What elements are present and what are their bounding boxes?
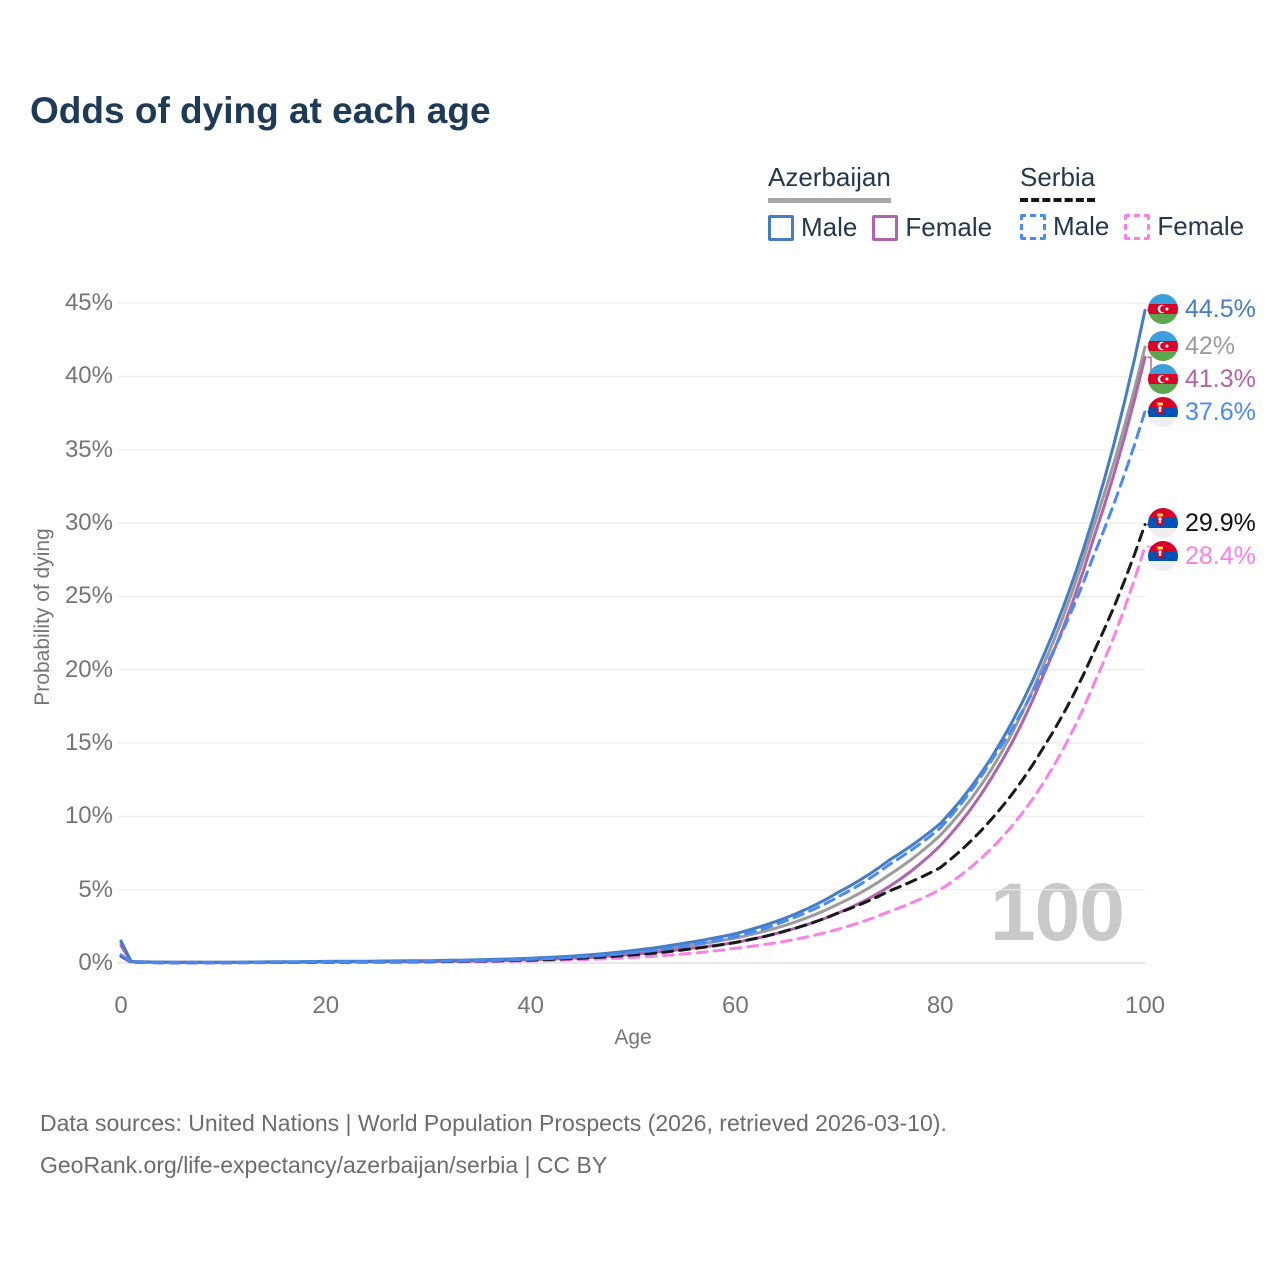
legend-row-serbia: Male Female — [1020, 211, 1244, 242]
serbia-female-swatch-icon — [1124, 213, 1151, 240]
serbia-male-swatch-icon — [1020, 213, 1046, 240]
age-counter-watermark: 100 — [990, 867, 1125, 958]
legend-group-serbia: Serbia Male Female — [1020, 162, 1244, 242]
y-tick-label-15: 15% — [64, 729, 113, 756]
x-tick-label-80: 80 — [926, 992, 954, 1019]
y-tick-label-5: 5% — [78, 875, 113, 903]
azerbaijan-flag-icon — [1148, 364, 1178, 394]
x-tick-label-100: 100 — [1124, 992, 1166, 1019]
end-label-azerbaijan-male: 44.5% — [1148, 294, 1256, 325]
series-line-serbia-female[interactable] — [119, 545, 1147, 965]
footer-data-sources: Data sources: United Nations | World Pop… — [40, 1110, 947, 1136]
end-label-value: 44.5% — [1185, 294, 1256, 323]
y-tick-label-20: 20% — [64, 655, 113, 683]
legend-item-serbia-female[interactable]: Female — [1124, 211, 1244, 242]
legend-label-serbia-male: Male — [1053, 211, 1110, 241]
end-label-value: 37.6% — [1185, 397, 1256, 426]
end-label-value: 42% — [1185, 331, 1236, 360]
legend-item-serbia-male[interactable]: Male — [1020, 211, 1109, 242]
end-label-value: 41.3% — [1185, 364, 1256, 393]
legend-group-azerbaijan: Azerbaijan Male Female — [768, 162, 992, 243]
legend-label-azerbaijan-male: Male — [801, 212, 858, 242]
end-label-serbia-male: 37.6% — [1148, 397, 1256, 427]
serbia-flag-icon — [1148, 508, 1178, 539]
y-tick-label-40: 40% — [64, 362, 113, 390]
series-line-azerbaijan[interactable] — [119, 345, 1147, 964]
chart-canvas — [118, 302, 1154, 965]
footer: Data sources: United Nations | World Pop… — [40, 1102, 947, 1186]
series-line-serbia-male[interactable] — [119, 410, 1147, 965]
legend-item-azerbaijan-male[interactable]: Male — [768, 212, 857, 243]
y-tick-label-10: 10% — [64, 802, 113, 830]
page-title: Odds of dying at each age — [30, 90, 491, 131]
legend-country-serbia: Serbia — [1020, 162, 1096, 202]
end-label-serbia-female: 28.4% — [1148, 541, 1256, 572]
end-label-serbia: 29.9% — [1148, 508, 1256, 539]
series-line-azerbaijan-female[interactable] — [119, 355, 1147, 964]
serbia-flag-icon — [1148, 541, 1178, 572]
legend-row-azerbaijan: Male Female — [768, 212, 992, 243]
legend-label-serbia-female: Female — [1157, 211, 1245, 241]
y-tick-label-45: 45% — [64, 289, 113, 316]
y-tick-label-25: 25% — [64, 582, 113, 610]
end-label-value: 29.9% — [1185, 508, 1256, 537]
azerbaijan-flag-icon — [1148, 331, 1178, 361]
x-tick-label-40: 40 — [517, 992, 544, 1019]
series-line-azerbaijan-male[interactable] — [119, 308, 1147, 964]
serbia-flag-icon — [1148, 397, 1178, 427]
end-label-value: 28.4% — [1185, 541, 1256, 570]
legend-country-azerbaijan: Azerbaijan — [768, 162, 891, 203]
y-tick-label-30: 30% — [64, 509, 113, 536]
x-tick-label-60: 60 — [722, 992, 749, 1019]
x-tick-label-0: 0 — [114, 992, 128, 1019]
azerbaijan-flag-icon — [1148, 294, 1178, 325]
azerbaijan-female-swatch-icon — [872, 214, 899, 241]
legend-item-azerbaijan-female[interactable]: Female — [872, 212, 992, 243]
y-tick-label-35: 35% — [64, 435, 113, 463]
legend-label-azerbaijan-female: Female — [905, 212, 993, 242]
y-tick-label-0: 0% — [78, 949, 113, 976]
end-label-azerbaijan-female: 41.3% — [1148, 364, 1256, 394]
footer-attribution[interactable]: GeoRank.org/life-expectancy/azerbaijan/s… — [40, 1152, 608, 1178]
x-axis-title: Age — [614, 1026, 652, 1049]
x-tick-label-20: 20 — [312, 992, 340, 1019]
end-label-azerbaijan: 42% — [1148, 331, 1235, 361]
azerbaijan-male-swatch-icon — [768, 214, 794, 241]
